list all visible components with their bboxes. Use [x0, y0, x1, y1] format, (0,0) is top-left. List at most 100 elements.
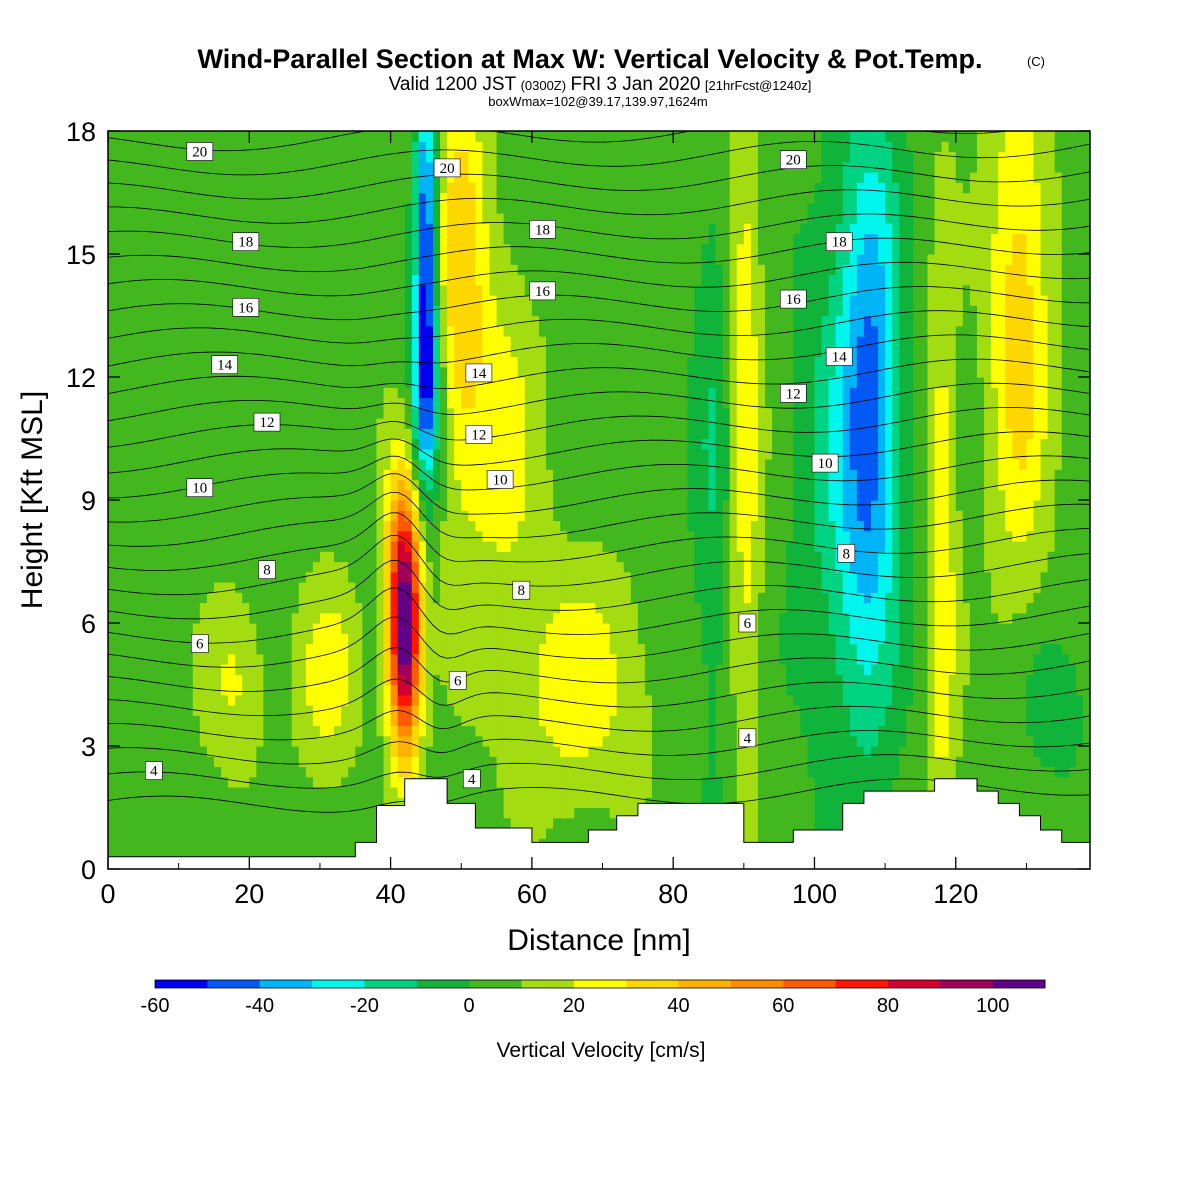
w-cell: [249, 315, 257, 327]
w-cell: [503, 254, 512, 265]
w-cell: [291, 387, 300, 399]
w-cell: [312, 448, 321, 460]
w-cell: [136, 387, 144, 399]
w-cell: [108, 664, 116, 675]
w-cell: [581, 643, 589, 655]
w-cell: [129, 828, 137, 839]
w-cell: [581, 664, 589, 675]
w-cell: [510, 243, 519, 255]
w-cell: [115, 141, 123, 153]
w-cell: [284, 510, 293, 522]
w-cell: [397, 735, 406, 747]
w-cell: [192, 848, 201, 860]
w-cell: [319, 131, 328, 142]
w-cell: [567, 428, 575, 440]
w-cell: [546, 151, 554, 163]
w-cell: [496, 694, 505, 706]
w-cell: [235, 479, 243, 491]
w-cell: [242, 715, 250, 727]
w-cell: [185, 407, 194, 419]
w-cell: [319, 346, 328, 358]
w-cell: [341, 254, 349, 265]
w-cell: [475, 797, 484, 809]
w-cell: [263, 510, 272, 522]
w-cell: [432, 192, 441, 204]
w-cell: [327, 202, 335, 214]
w-cell: [553, 510, 561, 522]
w-cell: [199, 305, 208, 317]
w-cell: [150, 633, 159, 645]
w-cell: [277, 612, 286, 624]
w-cell: [298, 202, 307, 214]
w-cell: [171, 387, 180, 399]
w-cell: [171, 633, 180, 645]
w-cell: [242, 541, 250, 552]
w-cell: [376, 602, 385, 614]
w-cell: [305, 254, 314, 265]
w-cell: [383, 489, 392, 501]
w-cell: [482, 623, 491, 634]
w-cell: [291, 377, 300, 388]
w-cell: [213, 489, 222, 501]
w-cell: [312, 766, 321, 778]
w-cell: [546, 346, 554, 358]
w-cell: [425, 469, 434, 481]
w-cell: [531, 612, 540, 624]
w-cell: [305, 684, 314, 696]
w-cell: [221, 233, 229, 245]
w-cell: [164, 418, 173, 429]
w-cell: [390, 633, 399, 645]
w-cell: [581, 479, 589, 491]
w-cell: [355, 161, 363, 173]
w-cell: [510, 284, 519, 296]
w-cell: [277, 284, 286, 296]
w-cell: [136, 664, 144, 675]
w-cell: [242, 602, 250, 614]
w-cell: [235, 715, 243, 727]
w-cell: [213, 623, 222, 634]
w-cell: [567, 459, 575, 470]
w-cell: [115, 448, 123, 460]
w-cell: [588, 592, 597, 604]
w-cell: [206, 438, 215, 450]
w-cell: [425, 674, 434, 686]
w-cell: [517, 418, 526, 429]
w-cell: [298, 336, 307, 347]
w-cell: [221, 377, 229, 388]
w-cell: [221, 643, 229, 655]
w-cell: [496, 623, 505, 634]
w-cell: [341, 838, 349, 850]
w-cell: [362, 817, 370, 829]
w-cell: [581, 202, 589, 214]
w-cell: [319, 694, 328, 706]
w-cell: [171, 202, 180, 214]
w-cell: [206, 459, 215, 470]
w-cell: [489, 500, 498, 511]
w-cell: [383, 387, 392, 399]
w-cell: [383, 223, 392, 235]
w-cell: [157, 182, 166, 194]
w-cell: [341, 182, 349, 194]
w-cell: [143, 346, 151, 358]
w-cell: [221, 571, 229, 583]
w-cell: [355, 582, 363, 593]
w-cell: [574, 264, 582, 276]
w-cell: [284, 233, 293, 245]
w-cell: [348, 612, 356, 624]
w-cell: [171, 182, 180, 194]
w-cell: [143, 561, 151, 573]
w-cell: [178, 664, 187, 675]
w-cell: [432, 469, 441, 481]
w-cell: [482, 243, 491, 255]
w-cell: [136, 459, 144, 470]
w-cell: [242, 571, 250, 583]
w-cell: [334, 500, 342, 511]
w-cell: [475, 684, 484, 696]
w-cell: [588, 653, 597, 665]
w-cell: [263, 131, 272, 142]
w-cell: [567, 407, 575, 419]
w-cell: [298, 510, 307, 522]
w-cell: [221, 469, 229, 481]
w-cell: [108, 848, 116, 860]
w-cell: [192, 828, 201, 839]
